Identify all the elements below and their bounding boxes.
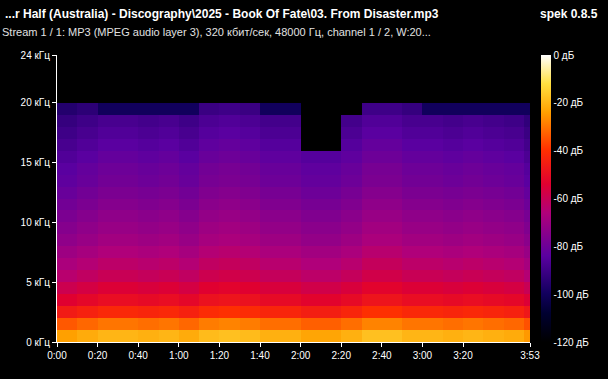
svg-text:24 кГц: 24 кГц [21,50,51,61]
svg-text:-60 дБ: -60 дБ [554,193,584,204]
svg-text:Stream 1 / 1: MP3 (MPEG audio: Stream 1 / 1: MP3 (MPEG audio layer 3), … [2,26,431,38]
svg-text:15 кГц: 15 кГц [21,157,51,168]
svg-text:-20 дБ: -20 дБ [554,97,584,108]
svg-text:3:00: 3:00 [413,350,433,361]
svg-text:3:53: 3:53 [520,350,540,361]
svg-text:0:40: 0:40 [128,350,148,361]
svg-text:2:00: 2:00 [291,350,311,361]
svg-text:0 кГц: 0 кГц [26,337,50,348]
svg-text:-100 дБ: -100 дБ [554,289,590,300]
svg-text:-80 дБ: -80 дБ [554,241,584,252]
svg-text:5 кГц: 5 кГц [26,277,50,288]
svg-text:1:00: 1:00 [169,350,189,361]
svg-text:...r Half (Australia) - Discog: ...r Half (Australia) - Discography\2025… [5,7,439,21]
svg-text:2:20: 2:20 [331,350,351,361]
svg-text:2:40: 2:40 [372,350,392,361]
svg-text:-40 дБ: -40 дБ [554,145,584,156]
svg-text:1:20: 1:20 [210,350,230,361]
svg-text:spek 0.8.5: spek 0.8.5 [540,7,598,21]
svg-text:0:00: 0:00 [47,350,67,361]
svg-text:0 дБ: 0 дБ [554,50,575,61]
svg-text:20 кГц: 20 кГц [21,97,51,108]
svg-text:0:20: 0:20 [88,350,108,361]
svg-text:1:40: 1:40 [250,350,270,361]
svg-text:10 кГц: 10 кГц [21,217,51,228]
svg-text:-120 дБ: -120 дБ [554,337,590,348]
svg-text:3:20: 3:20 [453,350,473,361]
